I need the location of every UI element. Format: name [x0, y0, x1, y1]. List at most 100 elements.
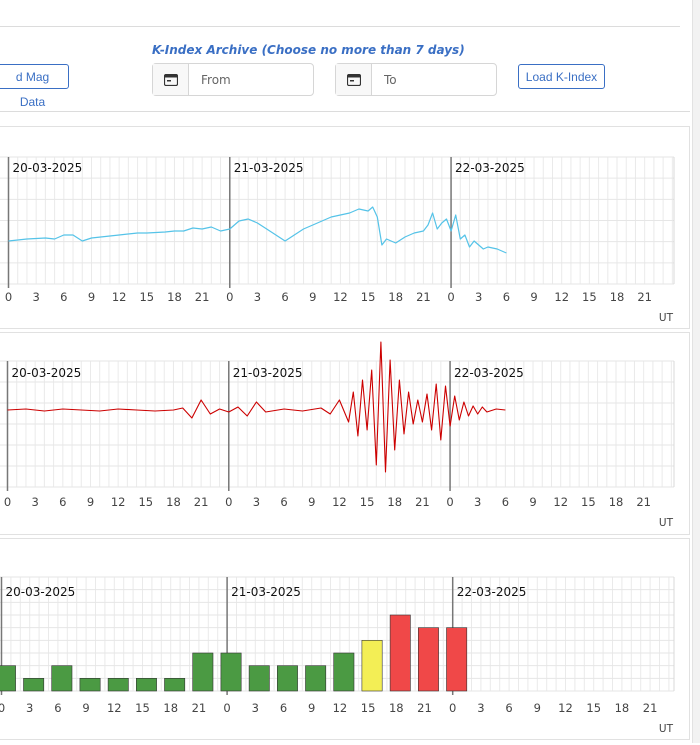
x-tick-label: 0: [225, 495, 232, 509]
k-index-bar: [333, 652, 355, 692]
k-index-bar: [79, 678, 101, 692]
k-index-bar: [276, 665, 298, 692]
x-tick-label: 9: [534, 701, 541, 715]
x-tick-label: 6: [59, 495, 66, 509]
k-index-bar: [446, 627, 468, 692]
x-tick-label: 0: [5, 290, 12, 304]
x-tick-label: 21: [417, 701, 432, 715]
x-tick-label: 18: [387, 495, 402, 509]
load-mag-data-button[interactable]: d Mag Data: [0, 64, 69, 109]
k-index-chart: 20-03-2025 21-03-2025 22-03-2025 0 3 6 9 12 15 18…: [0, 576, 675, 735]
calendar-icon: [336, 64, 372, 95]
x-tick-label: 18: [389, 701, 404, 715]
x-tick-label: 15: [360, 495, 375, 509]
x-tick-label: 3: [252, 701, 259, 715]
x-tick-label: 6: [54, 701, 61, 715]
k-index-bar: [417, 627, 439, 692]
magnetometer-h-panel: 20-03-2025 21-03-2025 22-03-2025 0 3 6 9 12 15 18…: [0, 126, 690, 329]
day-label: 21-03-2025: [231, 585, 301, 599]
day-label: 20-03-2025: [6, 585, 76, 599]
k-index-panel: 20-03-2025 21-03-2025 22-03-2025 0 3 6 9 12 15 18…: [0, 538, 690, 740]
x-tick-label: 15: [138, 495, 153, 509]
x-tick-label: 21: [637, 290, 652, 304]
x-tick-label: 3: [254, 290, 261, 304]
day-label: 20-03-2025: [13, 161, 83, 175]
k-index-bar: [51, 665, 73, 692]
x-tick-label: 6: [502, 495, 509, 509]
k-index-bar: [220, 652, 242, 692]
calendar-icon: [153, 64, 189, 95]
k-index-bar: [136, 678, 157, 692]
x-tick-label: 0: [223, 701, 230, 715]
k-index-bar: [361, 640, 383, 692]
x-tick-label: 21: [416, 290, 431, 304]
x-tick-label: 21: [192, 701, 207, 715]
x-tick-label: 15: [586, 701, 601, 715]
x-tick-label: 12: [554, 290, 569, 304]
x-tick-label: 6: [60, 290, 67, 304]
x-tick-label: 9: [88, 290, 95, 304]
x-tick-label: 15: [139, 290, 154, 304]
x-tick-label: 21: [194, 495, 209, 509]
x-tick-label: 6: [280, 495, 287, 509]
x-tick-label: 9: [309, 290, 316, 304]
magnetometer-dh-chart: 20-03-2025 21-03-2025 22-03-2025 0 3 6 9 12 15 18…: [0, 341, 675, 529]
x-tick-label: 18: [610, 290, 625, 304]
x-tick-label: 15: [361, 290, 376, 304]
x-tick-label: 18: [615, 701, 630, 715]
x-axis-label: UT: [659, 312, 674, 324]
k-index-bar: [164, 678, 186, 692]
vertical-scrollbar[interactable]: [692, 0, 700, 743]
k-index-bar: [107, 678, 129, 692]
k-index-bar: [192, 652, 214, 692]
x-tick-label: 0: [0, 701, 5, 715]
magnetometer-dh-panel: 20-03-2025 21-03-2025 22-03-2025 0 3 6 9 12 15 18…: [0, 332, 690, 535]
x-tick-label: 3: [474, 495, 481, 509]
x-tick-label: 12: [111, 495, 126, 509]
x-axis-label: UT: [659, 517, 674, 529]
load-k-index-button[interactable]: Load K-Index: [518, 64, 605, 89]
from-date-field[interactable]: [152, 63, 314, 96]
x-tick-label: 21: [636, 495, 651, 509]
x-tick-label: 18: [163, 701, 178, 715]
k-index-archive-title: K-Index Archive (Choose no more than 7 d…: [152, 43, 465, 57]
x-tick-label: 3: [475, 290, 482, 304]
x-tick-label: 21: [643, 701, 658, 715]
x-tick-label: 6: [281, 290, 288, 304]
x-tick-label: 18: [388, 290, 403, 304]
k-index-bar: [305, 665, 327, 692]
from-date-input[interactable]: [199, 71, 303, 88]
x-tick-label: 0: [4, 495, 11, 509]
x-tick-label: 12: [558, 701, 573, 715]
x-tick-label: 9: [87, 495, 94, 509]
x-tick-label: 12: [107, 701, 122, 715]
header-divider: [0, 111, 690, 112]
x-tick-label: 9: [308, 701, 315, 715]
day-label: 21-03-2025: [234, 161, 304, 175]
x-tick-label: 9: [308, 495, 315, 509]
x-axis-label: UT: [659, 723, 674, 735]
x-tick-label: 0: [449, 701, 456, 715]
x-tick-label: 3: [31, 495, 38, 509]
x-tick-label: 12: [112, 290, 127, 304]
x-tick-label: 18: [166, 495, 181, 509]
k-index-bar: [0, 665, 16, 692]
series-line: [7, 341, 506, 473]
x-tick-label: 12: [332, 495, 347, 509]
x-tick-label: 12: [333, 701, 348, 715]
x-tick-label: 3: [26, 701, 33, 715]
to-date-input[interactable]: [382, 71, 486, 88]
magnetometer-h-chart: 20-03-2025 21-03-2025 22-03-2025 0 3 6 9 12 15 18…: [0, 156, 675, 324]
x-tick-label: 9: [82, 701, 89, 715]
x-tick-label: 9: [530, 290, 537, 304]
x-tick-label: 12: [333, 290, 348, 304]
day-label: 22-03-2025: [457, 585, 527, 599]
k-index-bar: [23, 678, 45, 692]
day-label: 20-03-2025: [12, 366, 82, 380]
x-tick-label: 0: [226, 290, 233, 304]
k-index-bar: [389, 614, 411, 692]
to-date-field[interactable]: [335, 63, 497, 96]
day-label: 22-03-2025: [454, 366, 524, 380]
top-divider: [0, 26, 680, 27]
x-tick-label: 6: [280, 701, 287, 715]
